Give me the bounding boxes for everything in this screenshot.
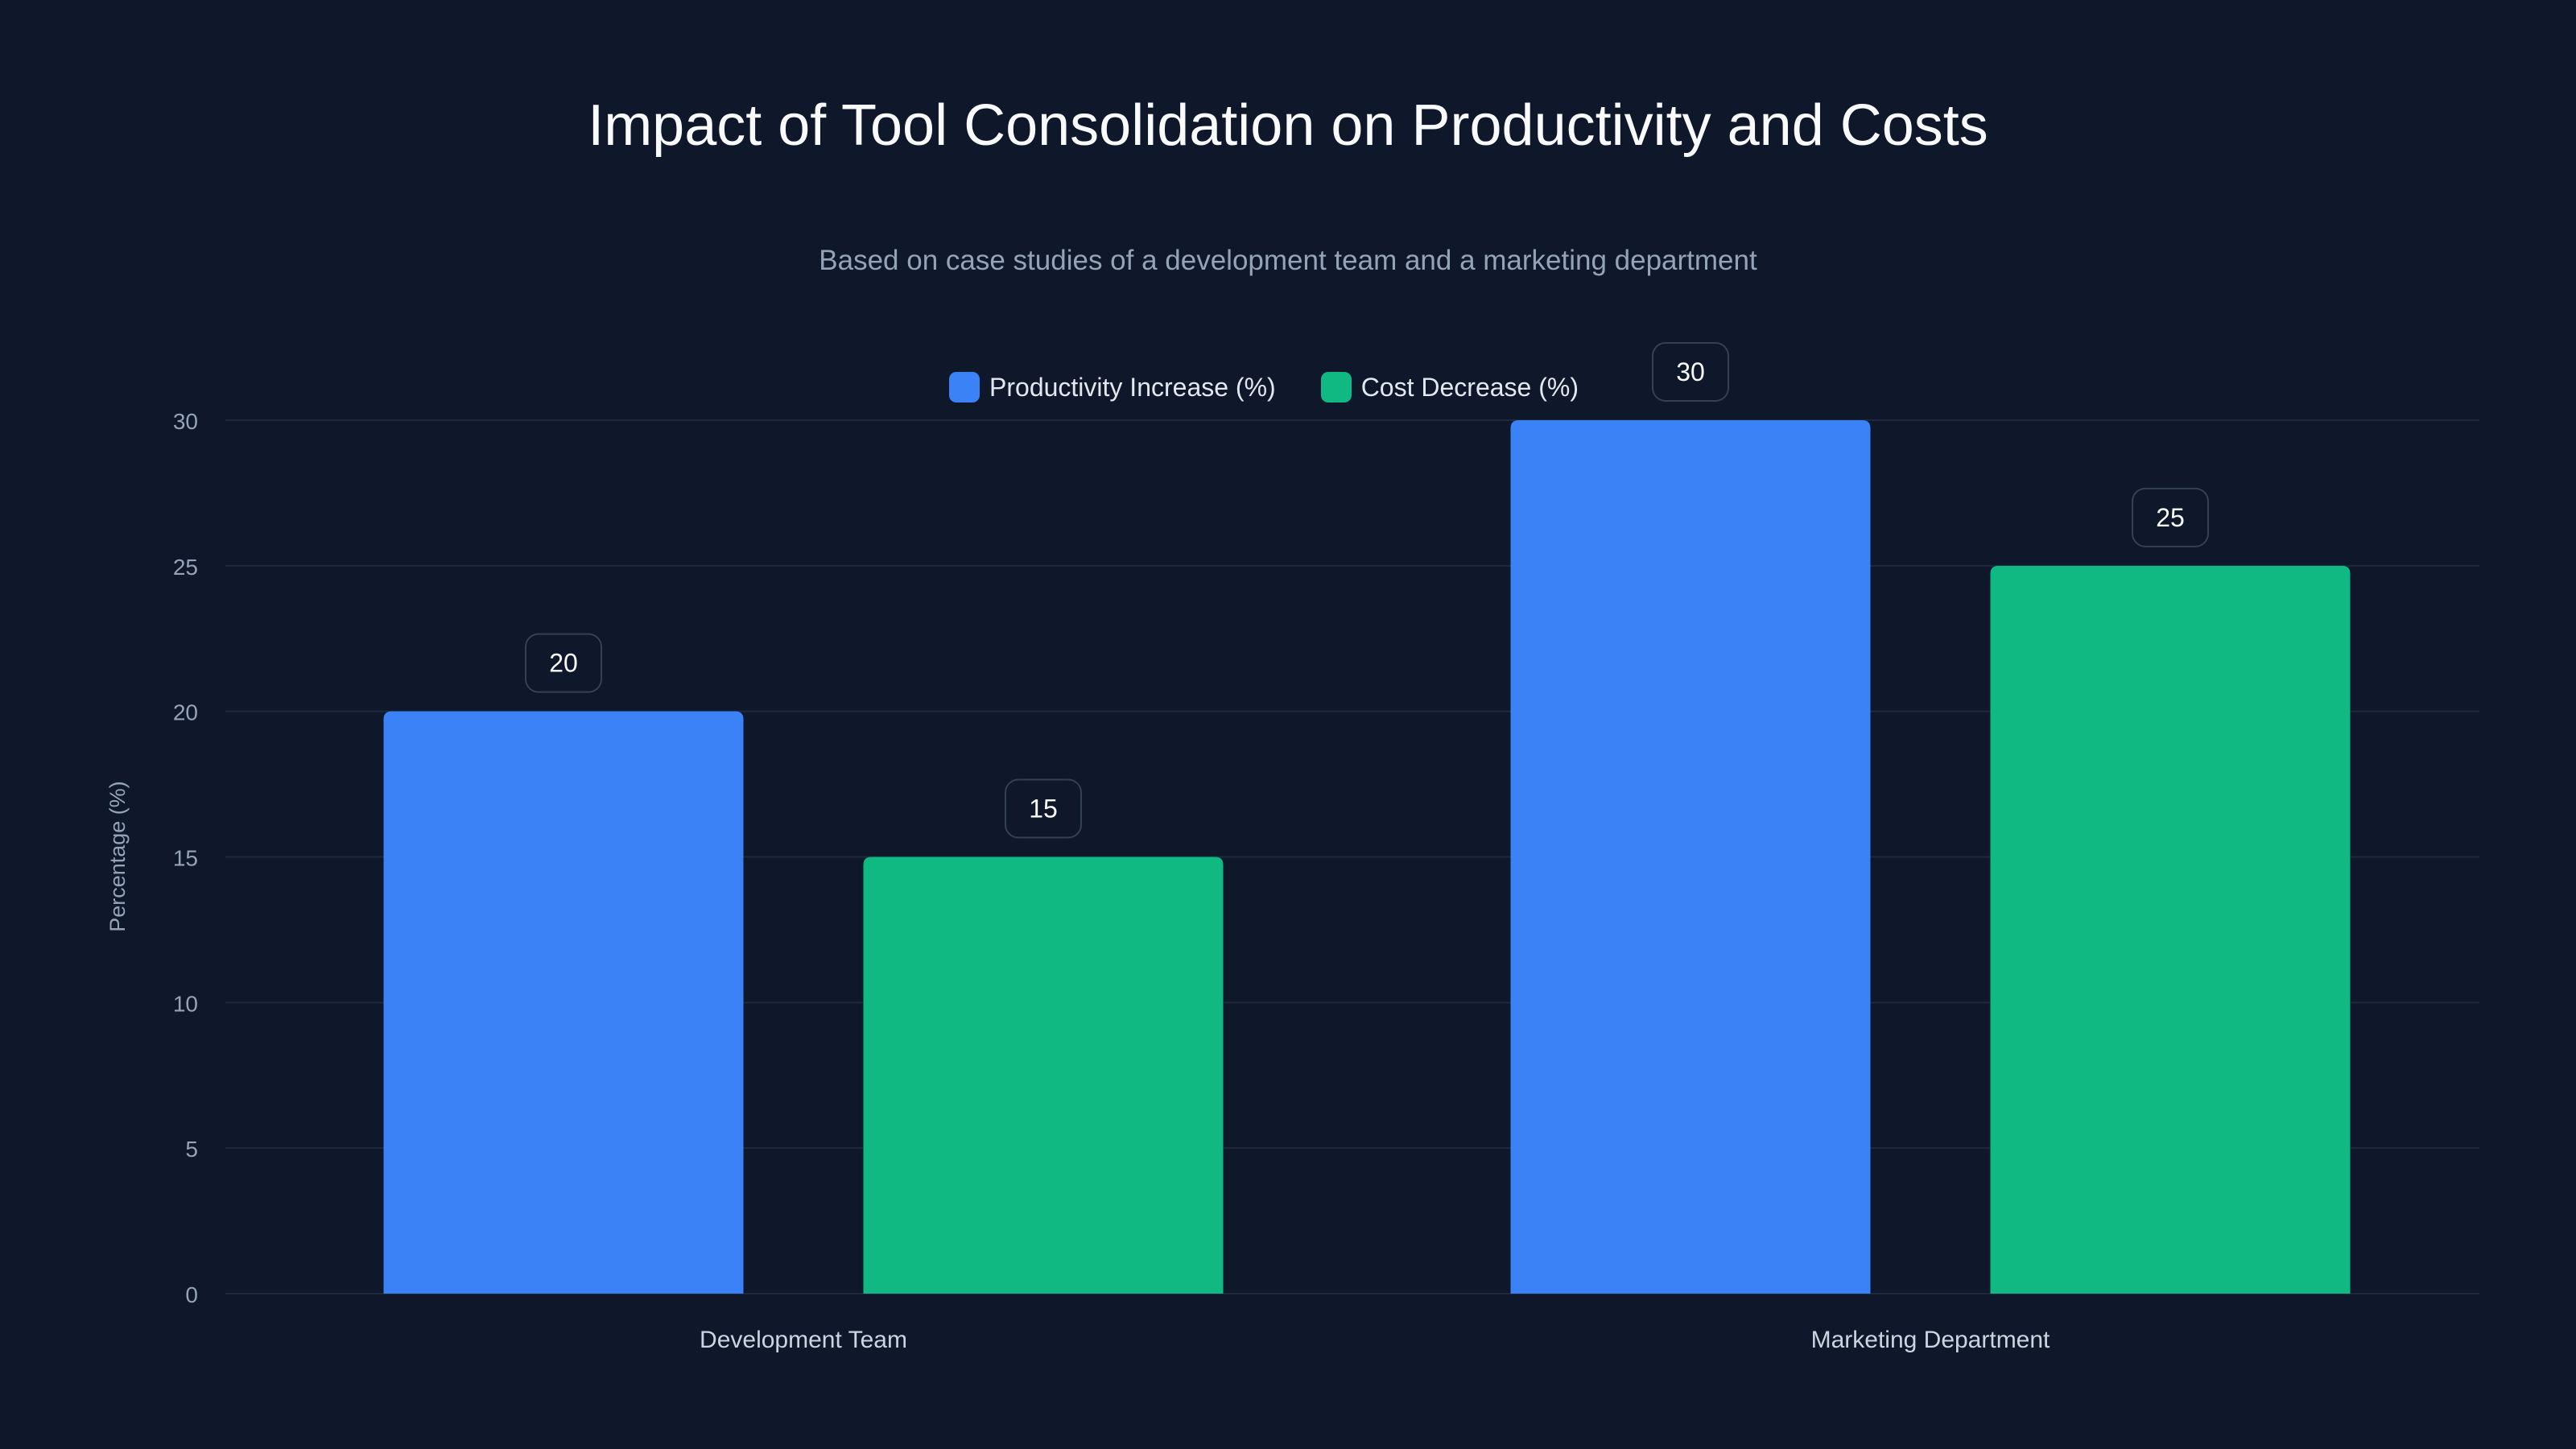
y-tick-label: 30	[173, 409, 198, 434]
chart-subtitle: Based on case studies of a development t…	[819, 245, 1757, 276]
bar	[1510, 420, 1871, 1294]
y-tick-label: 5	[185, 1137, 198, 1162]
y-tick-label: 15	[173, 846, 198, 871]
legend-item-cost[interactable]: Cost Decrease (%)	[1320, 372, 1579, 402]
bar	[863, 857, 1224, 1294]
data-label: 20	[549, 649, 578, 678]
y-tick-label: 0	[185, 1282, 198, 1307]
x-tick-label: Marketing Department	[1811, 1327, 2050, 1353]
data-label: 15	[1029, 795, 1058, 824]
legend: Productivity Increase (%) Cost Decrease …	[0, 372, 2552, 402]
x-tick-label: Development Team	[700, 1327, 907, 1353]
data-label-box	[1652, 342, 1729, 402]
y-tick-label: 20	[173, 700, 198, 725]
legend-item-productivity[interactable]: Productivity Increase (%)	[949, 372, 1276, 402]
chart-title: Impact of Tool Consolidation on Producti…	[588, 93, 1988, 158]
legend-swatch-productivity	[949, 372, 980, 402]
data-label: 25	[2156, 503, 2185, 532]
legend-label: Cost Decrease (%)	[1360, 372, 1579, 402]
bar	[383, 711, 744, 1294]
y-axis-label: Percentage (%)	[105, 781, 130, 932]
data-label-box	[1005, 778, 1082, 839]
legend-swatch-cost	[1320, 372, 1352, 402]
data-label-box	[2132, 487, 2209, 547]
data-label: 30	[1676, 357, 1705, 386]
legend-label: Productivity Increase (%)	[989, 372, 1276, 402]
y-tick-label: 10	[173, 991, 198, 1016]
y-tick-label: 25	[173, 555, 198, 580]
bar	[1990, 565, 2351, 1294]
data-label-box	[525, 633, 602, 693]
